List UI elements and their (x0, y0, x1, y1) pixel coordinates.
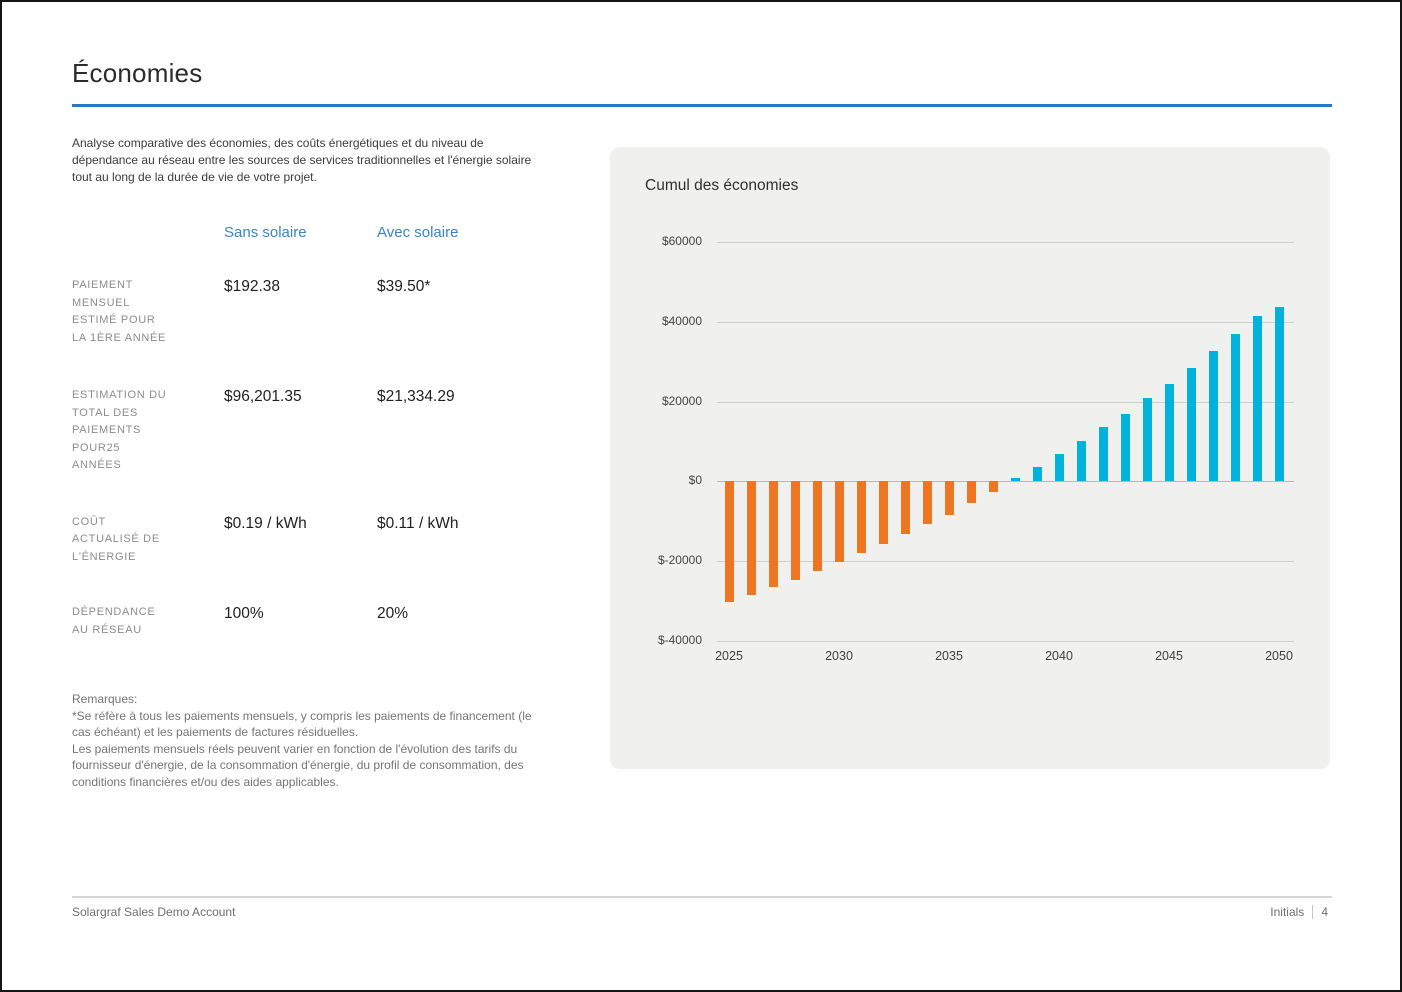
bar-2047 (1208, 350, 1218, 482)
value-avec-solaire: 20% (377, 605, 409, 622)
bar-2032 (878, 481, 888, 544)
header-spacer (72, 224, 224, 242)
value-sans-solaire: $192.38 (224, 278, 281, 295)
gridline (717, 401, 1294, 403)
value-sans-solaire: $0.19 / kWh (224, 514, 307, 532)
y-axis-label: $60000 (661, 234, 702, 248)
bar-2027 (768, 481, 778, 588)
bar-2046 (1186, 368, 1196, 482)
y-axis-label: $0 (688, 473, 702, 488)
x-axis-label: 2040 (1045, 649, 1073, 663)
table-row: COÛT ACTUALISÉ DE L'ÉNERGIE $0.19 / kWh … (72, 514, 562, 567)
table-header-row: Sans solaire Avec solaire (72, 224, 562, 242)
y-axis-label: $40000 (661, 313, 702, 328)
x-axis-label: 2050 (1265, 649, 1293, 663)
bar-2028 (790, 481, 800, 581)
bar-2044 (1142, 398, 1152, 482)
table-row: DÉPENDANCE AU RÉSEAU 100% 20% (72, 604, 562, 639)
bar-2029 (812, 481, 822, 571)
bar-2033 (900, 481, 910, 534)
gridline (717, 641, 1294, 642)
bar-2026 (746, 481, 756, 596)
row-label-dependance-reseau: DÉPENDANCE AU RÉSEAU (72, 606, 156, 636)
bar-2040 (1054, 454, 1064, 482)
footer-divider (72, 896, 1332, 898)
bar-2034 (922, 481, 932, 525)
bar-2048 (1230, 333, 1240, 482)
footer-page-number: 4 (1321, 905, 1328, 919)
bar-2030 (834, 481, 844, 562)
value-avec-solaire: $39.50* (377, 278, 431, 295)
footer-divider-bar (1312, 905, 1314, 919)
bar-2035 (944, 481, 954, 515)
row-label-cout-energie: COÛT ACTUALISÉ DE L'ÉNERGIE (72, 515, 160, 563)
page-title: Économies (72, 58, 203, 88)
x-axis-label: 2035 (935, 649, 963, 663)
title-underline (72, 104, 1332, 107)
bar-2036 (966, 481, 976, 503)
value-avec-solaire: $0.11 / kWh (377, 514, 459, 532)
x-axis-label: 2030 (825, 649, 853, 663)
footer-account-name: Solargraf Sales Demo Account (72, 905, 236, 919)
remarks: Remarques: *Se réfère à tous les paiemen… (72, 692, 532, 789)
column-header-avec-solaire: Avec solaire (377, 224, 459, 241)
bar-2025 (724, 481, 734, 603)
gridline (717, 561, 1294, 563)
x-axis-label: 2045 (1155, 649, 1183, 663)
bar-2042 (1098, 426, 1108, 482)
table-row: ESTIMATION DU TOTAL DES PAIEMENTS POUR25… (72, 387, 562, 475)
intro-paragraph: Analyse comparative des économies, des c… (72, 136, 532, 184)
value-sans-solaire: $96,201.35 (224, 388, 302, 405)
column-header-sans-solaire: Sans solaire (224, 224, 307, 241)
x-axis-label: 2025 (715, 649, 743, 663)
value-sans-solaire: 100% (224, 605, 264, 622)
comparison-table: Sans solaire Avec solaire PAIEMENT MENSU… (72, 224, 562, 639)
bar-2050 (1274, 306, 1284, 482)
bar-2043 (1120, 413, 1130, 482)
footer-initials-label: Initials (1270, 905, 1305, 919)
y-axis-label: $-20000 (657, 553, 702, 568)
bar-2031 (856, 481, 866, 553)
bar-2038 (1010, 478, 1020, 482)
gridline (717, 481, 1294, 483)
bar-2039 (1032, 467, 1042, 482)
chart-card: Cumul des économies $60000 $40000 $20000 $0… (610, 147, 1330, 769)
value-avec-solaire: $21,334.29 (377, 388, 455, 405)
gridline (717, 321, 1294, 323)
bar-2049 (1252, 315, 1262, 482)
table-row: PAIEMENT MENSUEL ESTIMÉ POUR LA 1ÈRE ANN… (72, 277, 562, 347)
bar-2037 (988, 481, 998, 492)
bar-2041 (1076, 440, 1086, 482)
savings-chart: $60000 $40000 $20000 $0 $-20000 $-40000 2025 20… (610, 147, 1330, 769)
bar-2045 (1164, 383, 1174, 482)
row-label-paiement-mensuel: PAIEMENT MENSUEL ESTIMÉ POUR LA 1ÈRE ANN… (72, 279, 167, 344)
row-label-total-paiements: ESTIMATION DU TOTAL DES PAIEMENTS POUR25… (72, 389, 167, 471)
chart-title: Cumul des économies (645, 177, 799, 194)
footer-page-info: Initials 4 (1270, 905, 1328, 919)
gridline (717, 242, 1294, 243)
y-axis-label: $20000 (661, 393, 702, 408)
y-axis-label: $-40000 (657, 633, 702, 647)
